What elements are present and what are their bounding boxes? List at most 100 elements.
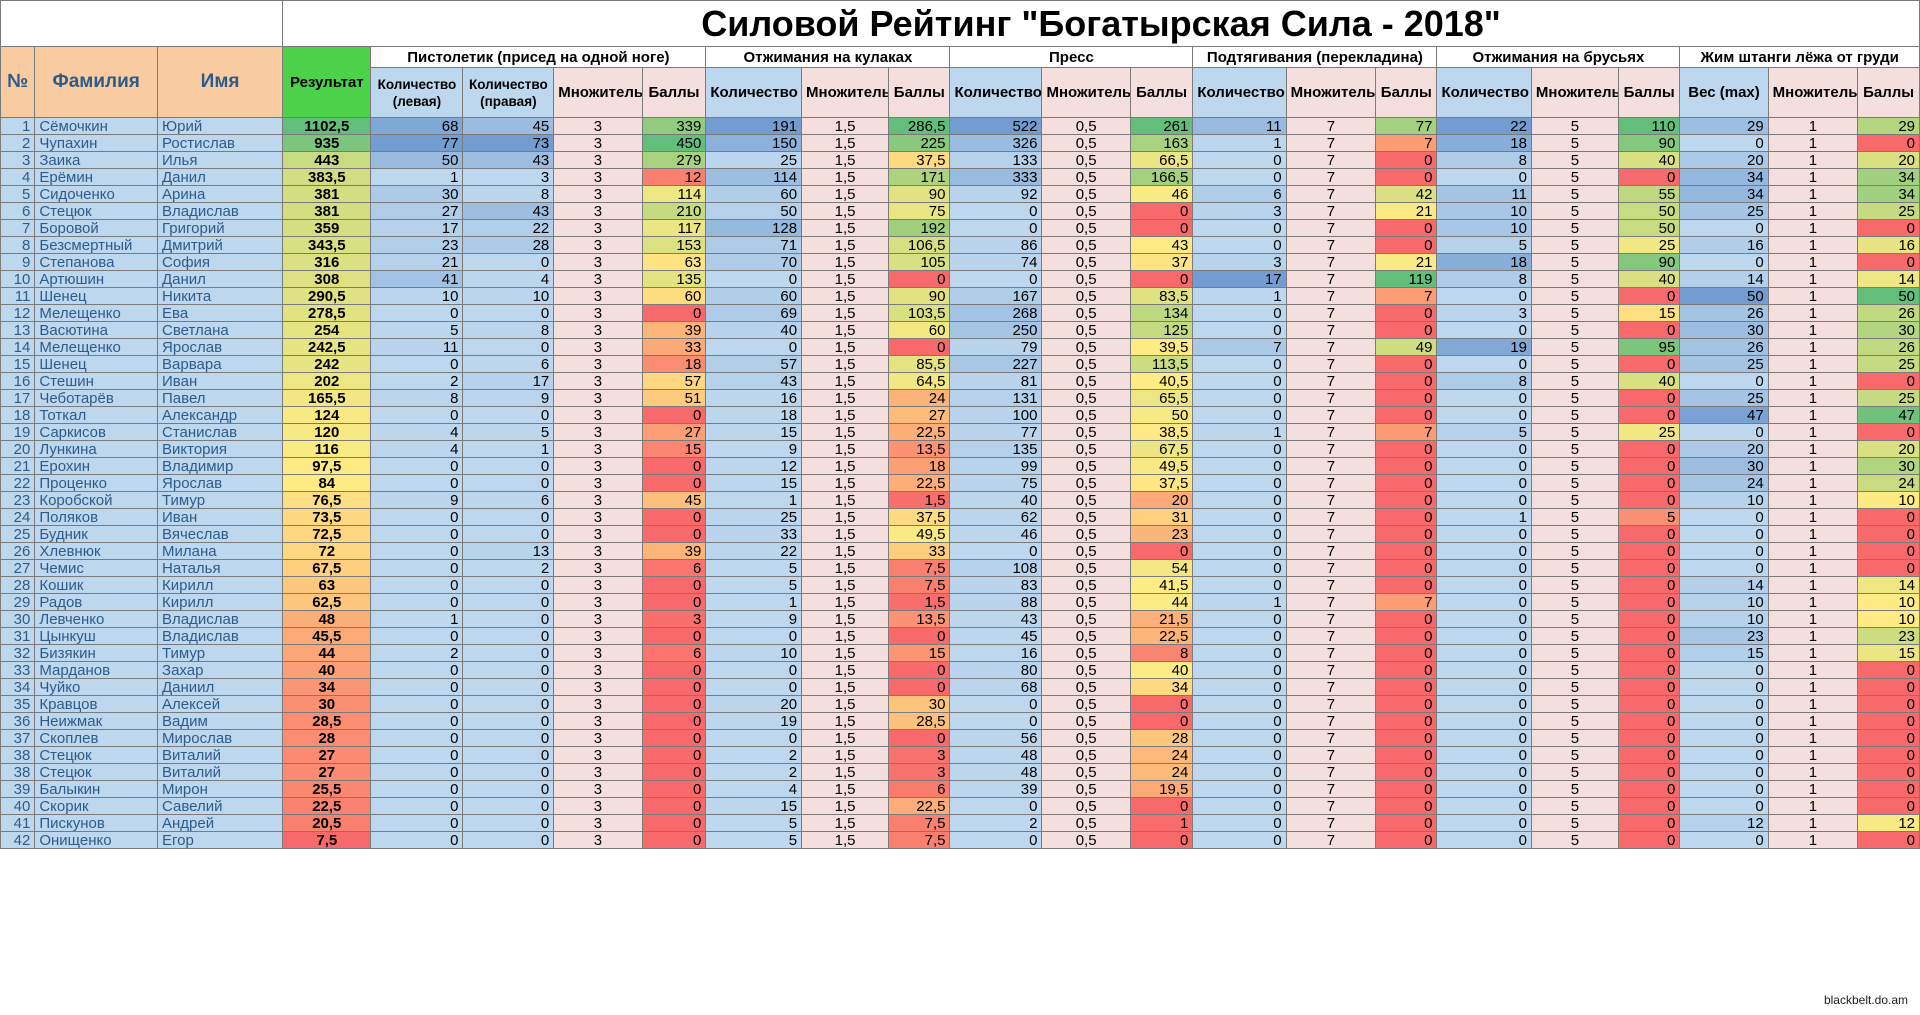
result-cell[interactable]: 1102,5: [282, 117, 372, 135]
quantity-cell[interactable]: 0: [1436, 831, 1532, 849]
result-cell[interactable]: 34: [282, 678, 372, 696]
result-cell[interactable]: 97,5: [282, 457, 372, 475]
row-number-cell[interactable]: 22: [0, 474, 36, 492]
points-cell[interactable]: 1,5: [888, 593, 951, 611]
last-name-cell[interactable]: Стецюк: [34, 763, 159, 781]
points-cell[interactable]: 0: [1129, 219, 1194, 237]
first-name-cell[interactable]: Илья: [157, 151, 284, 169]
quantity-cell[interactable]: 0: [949, 712, 1043, 730]
points-cell[interactable]: 33: [641, 338, 707, 356]
row-number-cell[interactable]: 34: [0, 678, 36, 696]
quantity-cell[interactable]: 30: [1679, 457, 1769, 475]
quantity-cell[interactable]: 0: [705, 627, 803, 645]
multiplier-cell[interactable]: 7: [1285, 678, 1377, 696]
multiplier-cell[interactable]: 0,5: [1041, 134, 1131, 152]
quantity-cell[interactable]: 10: [1679, 491, 1769, 509]
result-cell[interactable]: 124: [282, 406, 372, 424]
points-cell[interactable]: 40: [1129, 661, 1194, 679]
quantity-cell[interactable]: 0: [705, 270, 803, 288]
multiplier-cell[interactable]: 1,5: [801, 593, 890, 611]
multiplier-cell[interactable]: 0,5: [1041, 491, 1131, 509]
points-cell[interactable]: 0: [641, 576, 707, 594]
points-cell[interactable]: 90: [888, 185, 951, 203]
subheader-points[interactable]: Баллы: [1129, 67, 1194, 118]
quantity-cell[interactable]: 326: [949, 134, 1043, 152]
multiplier-cell[interactable]: 1,5: [801, 440, 890, 458]
points-cell[interactable]: 0: [1375, 576, 1438, 594]
multiplier-cell[interactable]: 1: [1767, 831, 1859, 849]
points-cell[interactable]: 0: [641, 797, 707, 815]
last-name-cell[interactable]: Сидоченко: [34, 185, 159, 203]
points-cell[interactable]: 20: [1857, 151, 1920, 169]
quantity-cell[interactable]: 250: [949, 321, 1043, 339]
multiplier-cell[interactable]: 1: [1767, 729, 1859, 747]
subheader-multiplier[interactable]: Множитель: [1041, 67, 1131, 118]
quantity-cell[interactable]: 0: [949, 219, 1043, 237]
points-cell[interactable]: 90: [888, 287, 951, 305]
multiplier-cell[interactable]: 5: [1530, 780, 1620, 798]
quantity-cell[interactable]: 19: [705, 712, 803, 730]
subheader-qty[interactable]: Количество: [1436, 67, 1532, 118]
points-cell[interactable]: 64,5: [888, 372, 951, 390]
quantity-cell[interactable]: 11: [1436, 185, 1532, 203]
first-name-cell[interactable]: Мирон: [157, 780, 284, 798]
points-cell[interactable]: 14: [1857, 576, 1920, 594]
multiplier-cell[interactable]: 3: [553, 117, 643, 135]
first-name-cell[interactable]: Юрий: [157, 117, 284, 135]
points-cell[interactable]: 0: [888, 729, 951, 747]
row-number-cell[interactable]: 42: [0, 831, 36, 849]
quantity-cell[interactable]: 25: [705, 508, 803, 526]
row-number-cell[interactable]: 31: [0, 627, 36, 645]
quantity-cell[interactable]: 135: [949, 440, 1043, 458]
points-cell[interactable]: 49,5: [1129, 457, 1194, 475]
multiplier-cell[interactable]: 1,5: [801, 202, 890, 220]
subheader-points[interactable]: Баллы: [1375, 67, 1438, 118]
subheader-multiplier[interactable]: Множитель: [1285, 67, 1377, 118]
points-cell[interactable]: 15: [641, 440, 707, 458]
quantity-cell[interactable]: 83: [949, 576, 1043, 594]
points-cell[interactable]: 10: [1857, 593, 1920, 611]
points-cell[interactable]: 15: [1857, 644, 1920, 662]
subheader-multiplier[interactable]: Множитель: [801, 67, 890, 118]
points-cell[interactable]: 450: [641, 134, 707, 152]
multiplier-cell[interactable]: 5: [1530, 355, 1620, 373]
points-cell[interactable]: 0: [1618, 729, 1681, 747]
result-cell[interactable]: 383,5: [282, 168, 372, 186]
points-cell[interactable]: 0: [641, 780, 707, 798]
first-name-cell[interactable]: Захар: [157, 661, 284, 679]
quantity-cell[interactable]: 0: [1192, 151, 1287, 169]
multiplier-cell[interactable]: 0,5: [1041, 151, 1131, 169]
points-cell[interactable]: 25: [1618, 236, 1681, 254]
points-cell[interactable]: 33: [888, 542, 951, 560]
points-cell[interactable]: 171: [888, 168, 951, 186]
first-name-cell[interactable]: Станислав: [157, 423, 284, 441]
multiplier-cell[interactable]: 3: [553, 678, 643, 696]
multiplier-cell[interactable]: 1,5: [801, 491, 890, 509]
multiplier-cell[interactable]: 7: [1285, 661, 1377, 679]
multiplier-cell[interactable]: 3: [553, 661, 643, 679]
last-name-cell[interactable]: Боровой: [34, 219, 159, 237]
quantity-cell[interactable]: 0: [370, 729, 464, 747]
multiplier-cell[interactable]: 5: [1530, 151, 1620, 169]
points-cell[interactable]: 50: [1857, 287, 1920, 305]
quantity-cell[interactable]: 0: [949, 695, 1043, 713]
quantity-cell[interactable]: 2: [949, 814, 1043, 832]
points-cell[interactable]: 22,5: [1129, 627, 1194, 645]
multiplier-cell[interactable]: 1: [1767, 423, 1859, 441]
multiplier-cell[interactable]: 7: [1285, 304, 1377, 322]
multiplier-cell[interactable]: 0,5: [1041, 406, 1131, 424]
row-number-cell[interactable]: 24: [0, 508, 36, 526]
quantity-cell[interactable]: 0: [462, 593, 555, 611]
points-cell[interactable]: 22,5: [888, 474, 951, 492]
result-cell[interactable]: 381: [282, 185, 372, 203]
multiplier-cell[interactable]: 0,5: [1041, 678, 1131, 696]
quantity-cell[interactable]: 0: [1436, 780, 1532, 798]
points-cell[interactable]: 0: [1129, 695, 1194, 713]
points-cell[interactable]: 0: [1375, 321, 1438, 339]
multiplier-cell[interactable]: 0,5: [1041, 253, 1131, 271]
quantity-cell[interactable]: 114: [705, 168, 803, 186]
multiplier-cell[interactable]: 1: [1767, 712, 1859, 730]
points-cell[interactable]: 45: [641, 491, 707, 509]
last-name-cell[interactable]: Проценко: [34, 474, 159, 492]
quantity-cell[interactable]: 10: [1679, 593, 1769, 611]
